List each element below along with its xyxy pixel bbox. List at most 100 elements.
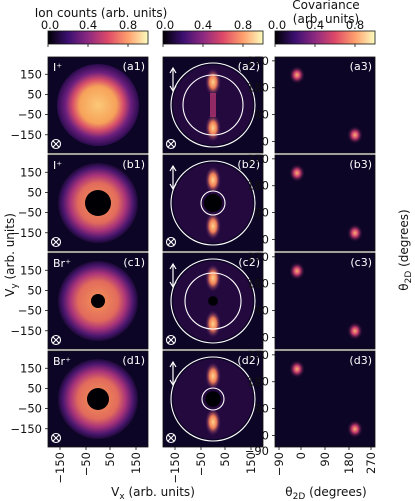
vy-tick-label: 50 xyxy=(27,381,42,395)
covariance-spot xyxy=(289,66,305,84)
outer-ring xyxy=(170,258,256,344)
lower-lobe xyxy=(205,212,221,240)
panel-label: (d1) xyxy=(122,354,145,367)
theta-axis-label: θ2D (degrees) xyxy=(285,485,366,501)
panel-d3: (d3) xyxy=(274,350,376,448)
covariance-spot xyxy=(347,420,363,438)
colorbar-tick-label: 0.4 xyxy=(79,18,97,32)
panel-label: (d2) xyxy=(237,354,260,367)
panel-label: (a3) xyxy=(350,60,372,73)
theta-tick-label: 270 xyxy=(247,152,269,166)
into-page-icon xyxy=(50,432,62,444)
theta-tick-label: 0 xyxy=(262,134,269,148)
vy-tick-label: 150 xyxy=(20,263,42,277)
inner-ring xyxy=(184,272,242,330)
panel-a2: (a2) xyxy=(162,56,264,154)
colorbar-tick-label: 0.0 xyxy=(41,18,59,32)
vy-tick-label: 150 xyxy=(20,165,42,179)
covariance-spot xyxy=(289,164,305,182)
theta-x-tick-label: 90 xyxy=(318,452,332,467)
ion-image-hole xyxy=(87,388,109,410)
vx-tick-label: 150 xyxy=(244,452,258,474)
lower-lobe xyxy=(205,310,221,338)
panel-c3: (c3) xyxy=(274,252,376,350)
into-page-icon-cross xyxy=(52,238,60,246)
inner-ring xyxy=(182,74,244,136)
theta-tick-label: 90 xyxy=(254,304,269,318)
panel-frame xyxy=(162,252,264,350)
into-page-icon xyxy=(50,236,62,248)
panel-frame xyxy=(274,252,376,350)
polarization-arrow-heads xyxy=(169,66,177,93)
into-page-icon-cross xyxy=(52,434,60,442)
colorbar-1 xyxy=(47,30,149,45)
panel-label: (b3) xyxy=(349,158,372,171)
vy-tick-label: 50 xyxy=(27,185,42,199)
ion-counts-header: Ion counts (arb. units) xyxy=(35,6,168,20)
ion-label: Br⁺ xyxy=(53,355,71,368)
panel-a3: (a3) xyxy=(274,56,376,154)
vx-tick-label: −150 xyxy=(53,452,67,484)
vy-tick-label: −50 xyxy=(18,108,42,122)
theta-tick-label: 0 xyxy=(262,232,269,246)
theta-tick-label: 180 xyxy=(247,81,269,95)
colorbar-tick-label: 0.0 xyxy=(268,18,286,32)
upper-lobe xyxy=(205,264,221,292)
covariance-spot xyxy=(347,126,363,144)
panel-label: (a1) xyxy=(123,60,145,73)
colorbar-tick-label: 0.4 xyxy=(194,18,212,32)
upper-lobe xyxy=(205,362,221,390)
ion-label: I⁺ xyxy=(53,159,62,172)
vx-tick-label: 50 xyxy=(218,452,232,467)
outer-ring xyxy=(170,160,256,246)
theta-tick-label: 180 xyxy=(247,179,269,193)
ion-label: Br⁺ xyxy=(53,257,71,270)
theta-tick-label: 90 xyxy=(254,402,269,416)
vx-tick-label: 150 xyxy=(129,452,143,474)
ion-label: I⁺ xyxy=(53,61,62,74)
panel-c2: (c2) xyxy=(162,252,264,350)
polarization-arrow-heads xyxy=(169,164,177,191)
panel-label: (c2) xyxy=(238,256,260,269)
panel-label: (d3) xyxy=(349,354,372,367)
panel-frame xyxy=(274,154,376,252)
vy-tick-label: 50 xyxy=(27,87,42,101)
covariance-spot xyxy=(289,262,305,280)
panel-label: (a2) xyxy=(238,60,260,73)
covariance-units-header: (arb. units) xyxy=(293,12,359,26)
covariance-spot xyxy=(289,360,305,378)
theta-tick-label: 270 xyxy=(247,348,269,362)
theta-x-tick-label: 270 xyxy=(364,452,378,474)
panel-a1: (a1) I⁺ xyxy=(47,56,149,154)
vy-tick-label: −50 xyxy=(18,206,42,220)
theta-tick-label: 0 xyxy=(262,428,269,442)
vy-tick-label: 150 xyxy=(20,361,42,375)
lower-lobe xyxy=(205,408,221,436)
vx-tick-label: −150 xyxy=(168,452,182,484)
panel-d2: (d2) xyxy=(162,350,264,448)
vx-units: (arb. units) xyxy=(125,485,195,499)
panel-frame xyxy=(162,56,264,154)
colorbar-tick-label: 0.8 xyxy=(119,18,137,32)
covariance-spot xyxy=(347,322,363,340)
vy-tick-label: 50 xyxy=(27,283,42,297)
theta-tick-label: 90 xyxy=(254,108,269,122)
into-page-icon xyxy=(165,138,177,150)
colorbar-2 xyxy=(162,30,264,45)
into-page-icon xyxy=(50,138,62,150)
panel-frame xyxy=(274,56,376,154)
ion-image-hole xyxy=(85,190,111,216)
vy-tick-label: −150 xyxy=(10,422,42,436)
panel-frame xyxy=(47,350,149,448)
into-page-icon xyxy=(165,334,177,346)
vy-tick-label: −50 xyxy=(18,304,42,318)
vy-axis-label: Vy (arb. units) xyxy=(3,213,20,297)
into-page-icon-cross xyxy=(167,140,175,148)
into-page-icon-cross xyxy=(167,336,175,344)
theta-right-subscript: 2D xyxy=(404,271,414,284)
theta-tick-label: 180 xyxy=(247,277,269,291)
panel-frame xyxy=(162,154,264,252)
panel-frame xyxy=(162,350,264,448)
colorbar-tick-label: 0.8 xyxy=(234,18,252,32)
colorbar-3 xyxy=(274,30,376,45)
